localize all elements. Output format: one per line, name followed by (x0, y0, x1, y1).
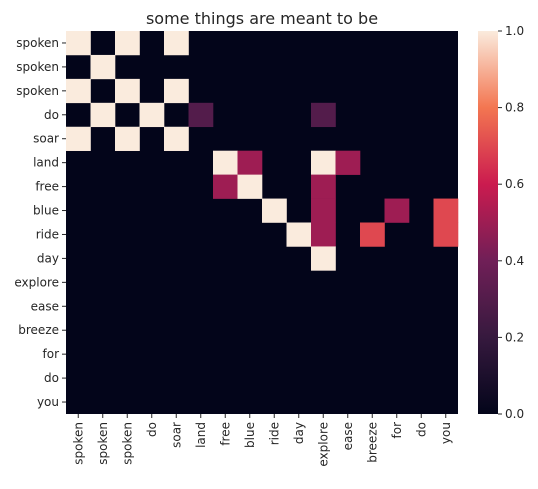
heatmap-cell (164, 126, 189, 151)
chart-title: some things are meant to be (146, 9, 378, 28)
heatmap-cell (237, 174, 263, 199)
heatmap-cell (90, 102, 116, 128)
heatmap-cell (115, 31, 140, 56)
row-label: day (37, 251, 59, 265)
column-label: you (439, 422, 453, 444)
column-label: spoken (120, 422, 134, 465)
heatmap-cells (66, 31, 459, 271)
row-label: you (37, 395, 59, 409)
heatmap-cell (311, 150, 336, 175)
heatmap-cell (286, 222, 312, 247)
colorbar-tick-label: 0.0 (505, 407, 524, 421)
column-label: soar (169, 422, 183, 448)
column-label: day (292, 422, 306, 444)
heatmap-cell (433, 222, 459, 247)
heatmap-cell (311, 102, 336, 128)
row-label: blue (33, 204, 59, 218)
heatmap-cell (66, 78, 91, 104)
colorbar (478, 31, 498, 414)
row-label: soar (33, 132, 59, 146)
heatmap-cell (164, 78, 189, 104)
column-label: land (194, 422, 208, 448)
column-label: ride (267, 422, 281, 445)
heatmap-cell (311, 222, 336, 247)
heatmap-cell (237, 150, 263, 175)
colorbar-tick-label: 0.4 (505, 254, 524, 268)
colorbar-tick-label: 0.2 (505, 330, 524, 344)
column-label: for (390, 422, 404, 439)
row-label: spoken (16, 60, 59, 74)
row-label: ease (31, 299, 59, 313)
colorbar-tick-label: 0.6 (505, 177, 524, 191)
column-label: breeze (365, 422, 379, 463)
column-label: do (145, 422, 159, 437)
colorbar-tick-label: 0.8 (505, 101, 524, 115)
heatmap-cell (188, 102, 214, 128)
heatmap-cell (311, 246, 336, 271)
heatmap-cell (311, 198, 336, 223)
column-label: free (218, 422, 232, 446)
heatmap-cell (262, 198, 287, 223)
heatmap-cell (384, 198, 410, 223)
row-label: do (44, 108, 59, 122)
row-label: spoken (16, 36, 59, 50)
column-label: do (414, 422, 428, 437)
colorbar-ticks: 0.0 0.2 0.4 0.6 0.8 1.0 (498, 24, 524, 421)
row-label: do (44, 371, 59, 385)
row-labels: spoken spoken spoken do soar land free blue ride… (14, 36, 66, 409)
column-label: ease (341, 422, 355, 450)
column-label: blue (243, 422, 257, 448)
heatmap-cell (139, 102, 165, 128)
row-label: explore (14, 275, 59, 289)
heatmap-cell (335, 150, 361, 175)
row-label: for (43, 347, 60, 361)
row-label: ride (36, 227, 59, 241)
heatmap-cell (311, 174, 336, 199)
column-label: spoken (71, 422, 85, 465)
row-label: land (33, 156, 59, 170)
heatmap-cell (213, 150, 238, 175)
heatmap-cell (115, 126, 140, 151)
heatmap-cell (90, 54, 116, 80)
heatmap-cell (213, 174, 238, 199)
colorbar-tick-label: 1.0 (505, 24, 524, 38)
heatmap-cell (360, 222, 385, 247)
heatmap-cell (66, 31, 91, 56)
row-label: spoken (16, 84, 59, 98)
column-label: explore (316, 422, 330, 467)
row-label: breeze (18, 323, 59, 337)
heatmap-cell (433, 198, 459, 223)
column-label: spoken (96, 422, 110, 465)
row-label: free (35, 180, 59, 194)
heatmap-cell (115, 78, 140, 104)
column-labels: spoken spoken spoken do soar land free blue ride… (71, 414, 453, 467)
heatmap-cell (164, 31, 189, 56)
heatmap-cell (66, 126, 91, 151)
